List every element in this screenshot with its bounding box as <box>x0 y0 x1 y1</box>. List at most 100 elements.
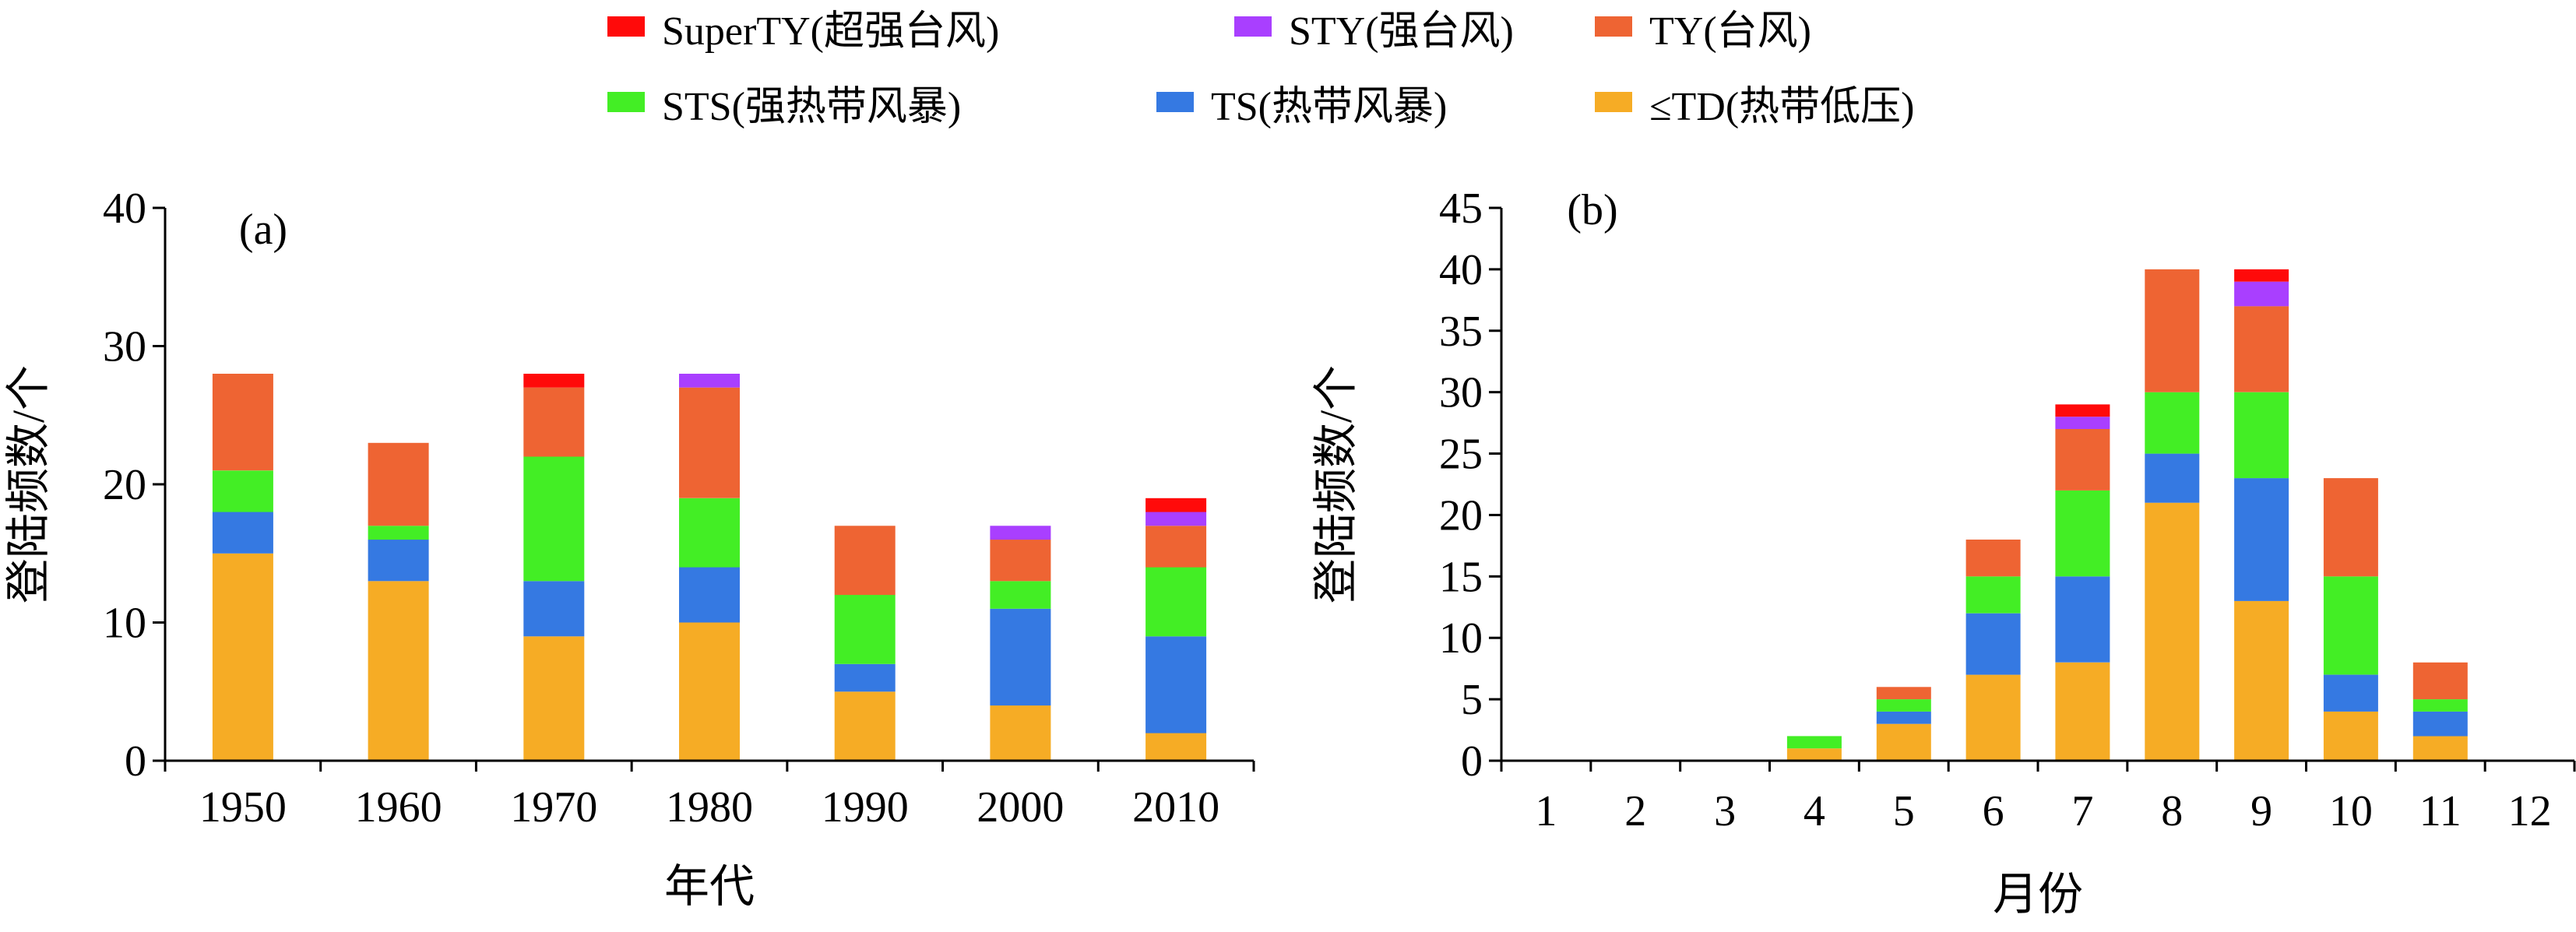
bar-segment-b-7-sty <box>2055 417 2110 429</box>
bar-segment-b-11-ty <box>2412 662 2468 700</box>
bar-segment-a-1990-ts <box>834 663 896 692</box>
legend-item-td: ≤TD(热带低压) <box>1595 79 1915 129</box>
bar-segment-a-1960-ts <box>368 540 429 582</box>
bar-segment-a-1970-superty <box>523 374 585 388</box>
bar-segment-a-2000-sty <box>990 526 1051 540</box>
legend-label-td: ≤TD(热带低压) <box>1649 84 1915 129</box>
bar-segment-a-1990-ty <box>834 526 896 596</box>
y-tick-label-b-35: 35 <box>1439 308 1483 356</box>
bar-segment-b-4-sts <box>1786 736 1842 749</box>
bar-segment-b-5-sts <box>1876 699 1931 712</box>
legend-label-ty: TY(台风) <box>1649 9 1811 54</box>
x-tick-label-b-4: 4 <box>1804 787 1825 835</box>
bar-segment-a-1970-ts <box>523 581 585 637</box>
bar-segment-a-1960-sts <box>368 526 429 540</box>
x-tick-label-a-2010: 2010 <box>1132 783 1219 832</box>
bar-segment-b-10-sts <box>2323 576 2378 675</box>
bar-segment-b-5-ty <box>1876 687 1931 700</box>
bar-segment-a-1990-td <box>834 691 896 761</box>
bar-segment-b-5-ts <box>1876 711 1931 724</box>
bar-segment-a-2010-ty <box>1145 526 1207 568</box>
legend-swatch-td <box>1595 92 1632 112</box>
x-tick-label-b-1: 1 <box>1535 787 1557 835</box>
bar-segment-b-5-td <box>1876 723 1931 761</box>
legend-swatch-superty <box>607 16 645 37</box>
bar-segment-a-1970-ty <box>523 387 585 457</box>
bar-segment-b-7-td <box>2055 662 2110 761</box>
bar-segment-b-8-ts <box>2145 453 2200 503</box>
bar-segment-b-9-td <box>2234 600 2289 761</box>
legend-label-sts: STS(强热带风暴) <box>662 84 962 129</box>
y-tick-label-b-0: 0 <box>1461 737 1483 786</box>
bar-segment-b-9-sty <box>2234 281 2289 307</box>
legend-swatch-sts <box>607 92 645 112</box>
bar-segment-a-2000-ts <box>990 608 1051 706</box>
x-tick-label-b-8: 8 <box>2161 787 2183 835</box>
legend-label-ts: TS(热带风暴) <box>1211 84 1448 129</box>
bar-segment-b-11-sts <box>2412 699 2468 712</box>
x-axis-title-b: 月份 <box>1993 869 2083 920</box>
bar-segment-b-6-td <box>1965 674 2021 761</box>
y-axis-title-a: 登陆频数/个 <box>3 365 54 603</box>
x-tick-label-b-3: 3 <box>1714 787 1736 835</box>
y-tick-label-b-10: 10 <box>1439 614 1483 663</box>
bar-segment-b-11-ts <box>2412 711 2468 737</box>
bar-segment-b-4-td <box>1786 748 1842 761</box>
x-tick-label-a-2000: 2000 <box>977 783 1064 832</box>
x-tick-label-b-5: 5 <box>1893 787 1915 835</box>
bar-segment-b-11-td <box>2412 736 2468 761</box>
bar-segment-a-2000-ty <box>990 540 1051 582</box>
bar-segment-a-1950-ty <box>212 374 273 471</box>
legend-item-sts: STS(强热带风暴) <box>607 79 961 129</box>
y-tick-label-a-10: 10 <box>103 600 146 648</box>
bar-segment-b-10-ts <box>2323 674 2378 712</box>
x-tick-label-b-2: 2 <box>1624 787 1646 835</box>
legend-item-superty: SuperTY(超强台风) <box>607 3 999 54</box>
x-tick-label-b-10: 10 <box>2329 787 2373 835</box>
y-tick-label-b-5: 5 <box>1461 676 1483 724</box>
bar-segment-b-6-ty <box>1965 540 2021 577</box>
y-tick-label-b-25: 25 <box>1439 431 1483 479</box>
y-axis-title-b: 登陆频数/个 <box>1311 365 1361 603</box>
bar-segment-b-6-sts <box>1965 576 2021 614</box>
x-tick-label-a-1970: 1970 <box>510 783 597 832</box>
bar-segment-a-2000-sts <box>990 581 1051 609</box>
bar-segment-b-9-superty <box>2234 269 2289 282</box>
bar-segment-a-1960-ty <box>368 442 429 526</box>
bar-segment-b-10-td <box>2323 711 2378 761</box>
y-tick-label-a-0: 0 <box>125 737 146 786</box>
x-tick-label-a-1960: 1960 <box>355 783 442 832</box>
x-tick-label-b-7: 7 <box>2071 787 2093 835</box>
legend-label-superty: SuperTY(超强台风) <box>662 9 1000 54</box>
bar-segment-a-2010-sty <box>1145 512 1207 526</box>
x-tick-label-a-1990: 1990 <box>822 783 909 832</box>
bar-segment-a-2010-ts <box>1145 636 1207 733</box>
legend-swatch-sty <box>1234 16 1272 37</box>
legend: SuperTY(超强台风) STY(强台风) TY(台风) STS(强热带风暴)… <box>607 0 2165 132</box>
y-tick-label-b-15: 15 <box>1439 553 1483 601</box>
bar-segment-a-2010-superty <box>1145 498 1207 512</box>
y-tick-label-a-40: 40 <box>103 185 146 233</box>
bar-segment-a-1980-sty <box>679 374 740 388</box>
bar-segment-a-1970-td <box>523 636 585 761</box>
x-tick-label-b-6: 6 <box>1983 787 2004 835</box>
bar-segment-b-9-ty <box>2234 306 2289 392</box>
x-tick-label-b-11: 11 <box>2419 787 2462 835</box>
bar-segment-b-7-sts <box>2055 490 2110 577</box>
legend-item-sty: STY(强台风) <box>1234 3 1514 54</box>
x-tick-label-a-1980: 1980 <box>666 783 753 832</box>
x-tick-label-a-1950: 1950 <box>199 783 287 832</box>
bar-segment-a-1970-sts <box>523 456 585 582</box>
bar-segment-a-1980-ts <box>679 567 740 623</box>
bar-segment-b-8-sts <box>2145 392 2200 454</box>
bar-segment-a-1950-td <box>212 553 273 761</box>
bar-segment-a-2010-sts <box>1145 567 1207 637</box>
bar-segment-a-1950-ts <box>212 512 273 554</box>
bar-segment-b-10-ty <box>2323 478 2378 577</box>
bar-segment-b-6-ts <box>1965 613 2021 675</box>
bar-segment-b-8-ty <box>2145 269 2200 392</box>
bar-segment-a-1980-sts <box>679 498 740 568</box>
bar-segment-b-9-sts <box>2234 392 2289 479</box>
legend-swatch-ts <box>1156 92 1194 112</box>
